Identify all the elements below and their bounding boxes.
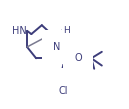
Text: N: N [53,42,61,52]
Text: H: H [63,26,70,35]
Text: Cl: Cl [59,86,68,96]
Text: H: H [57,78,64,88]
Text: O: O [66,65,74,75]
Text: HN: HN [12,26,27,36]
Text: O: O [74,53,82,63]
